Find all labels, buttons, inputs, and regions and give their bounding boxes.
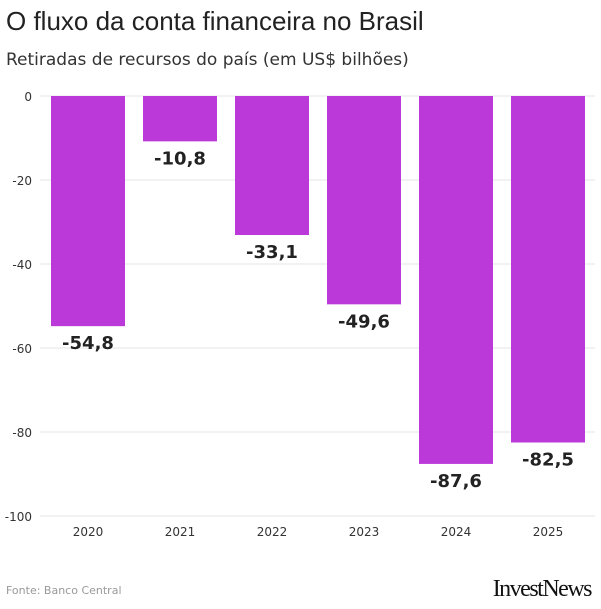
- data-label: -87,6: [430, 471, 482, 492]
- x-tick-label: 2020: [73, 525, 104, 539]
- investnews-logo: InvestNews: [492, 576, 593, 602]
- y-tick-label: -80: [12, 426, 32, 440]
- data-label: -49,6: [338, 311, 390, 332]
- x-tick-label: 2022: [257, 525, 288, 539]
- data-label: -10,8: [154, 148, 206, 169]
- y-tick-label: 0: [24, 90, 32, 104]
- bar-2020: [51, 96, 125, 327]
- source-note: Fonte: Banco Central: [6, 584, 122, 597]
- x-tick-label: 2021: [165, 525, 196, 539]
- y-tick-label: -20: [12, 174, 32, 188]
- bar-2024: [419, 96, 493, 464]
- data-label: -82,5: [522, 450, 574, 471]
- chart-subtitle: Retiradas de recursos do país (em US$ bi…: [6, 50, 409, 70]
- x-tick-label: 2023: [349, 525, 380, 539]
- y-tick-label: -40: [12, 258, 32, 272]
- chart-title: O fluxo da conta financeira no Brasil: [6, 6, 424, 36]
- data-label: -54,8: [62, 333, 114, 354]
- data-label: -33,1: [246, 242, 298, 263]
- bar-2025: [511, 96, 585, 443]
- bar-2022: [235, 96, 309, 236]
- y-tick-label: -60: [12, 342, 32, 356]
- bar-2023: [327, 96, 401, 305]
- y-tick-label: -100: [5, 510, 32, 524]
- x-tick-label: 2025: [533, 525, 564, 539]
- bar-2021: [143, 96, 217, 142]
- x-tick-label: 2024: [441, 525, 472, 539]
